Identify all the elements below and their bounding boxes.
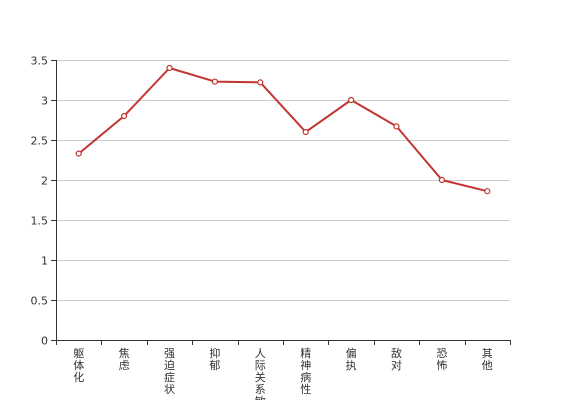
series-polyline (78, 67, 488, 193)
data-point (484, 188, 491, 195)
data-point (348, 96, 355, 104)
x-tick-label: 强迫症状 (164, 347, 175, 396)
data-point (75, 150, 82, 157)
series-line (78, 67, 488, 193)
axes (51, 60, 511, 345)
data-point (257, 79, 264, 86)
y-tick-label: 1.5 (31, 215, 49, 228)
data-point (120, 112, 128, 120)
data-point (302, 128, 309, 136)
y-tick-labels: 0 0.5 1 1.5 2 2.5 3 3.5 (31, 55, 49, 348)
x-tick-label: 躯体化 (73, 347, 84, 384)
data-points (75, 64, 491, 195)
y-tick-label: 0.5 (31, 295, 49, 308)
data-point (438, 176, 445, 184)
x-tick-label: 精神病性 (300, 347, 311, 396)
x-tick-label: 焦虑 (119, 347, 130, 372)
data-point (166, 64, 173, 72)
x-tick-label: 其他 (482, 347, 493, 372)
x-tick-label: 恐怖 (436, 347, 447, 372)
y-tick-label: 3.5 (31, 55, 49, 68)
x-tick-label: 偏执 (346, 346, 357, 372)
y-tick-label: 2 (41, 175, 48, 188)
x-tick-labels: 躯体化 焦虑 强迫症状 抑郁 人际关系敏感 精神病性 偏执 敌对 恐怖 其他 (73, 346, 493, 400)
x-tick-label: 抑郁 (209, 346, 220, 372)
grid-lines (56, 60, 510, 301)
y-tick-label: 1 (41, 255, 48, 268)
y-tick-label: 2.5 (31, 135, 49, 148)
y-tick-label: 3 (41, 95, 48, 108)
data-point (393, 123, 400, 130)
x-tick-label: 人际关系敏感 (255, 347, 266, 400)
y-tick-label: 0 (41, 335, 48, 348)
x-tick-label: 敌对 (391, 346, 402, 372)
data-point (211, 78, 218, 85)
